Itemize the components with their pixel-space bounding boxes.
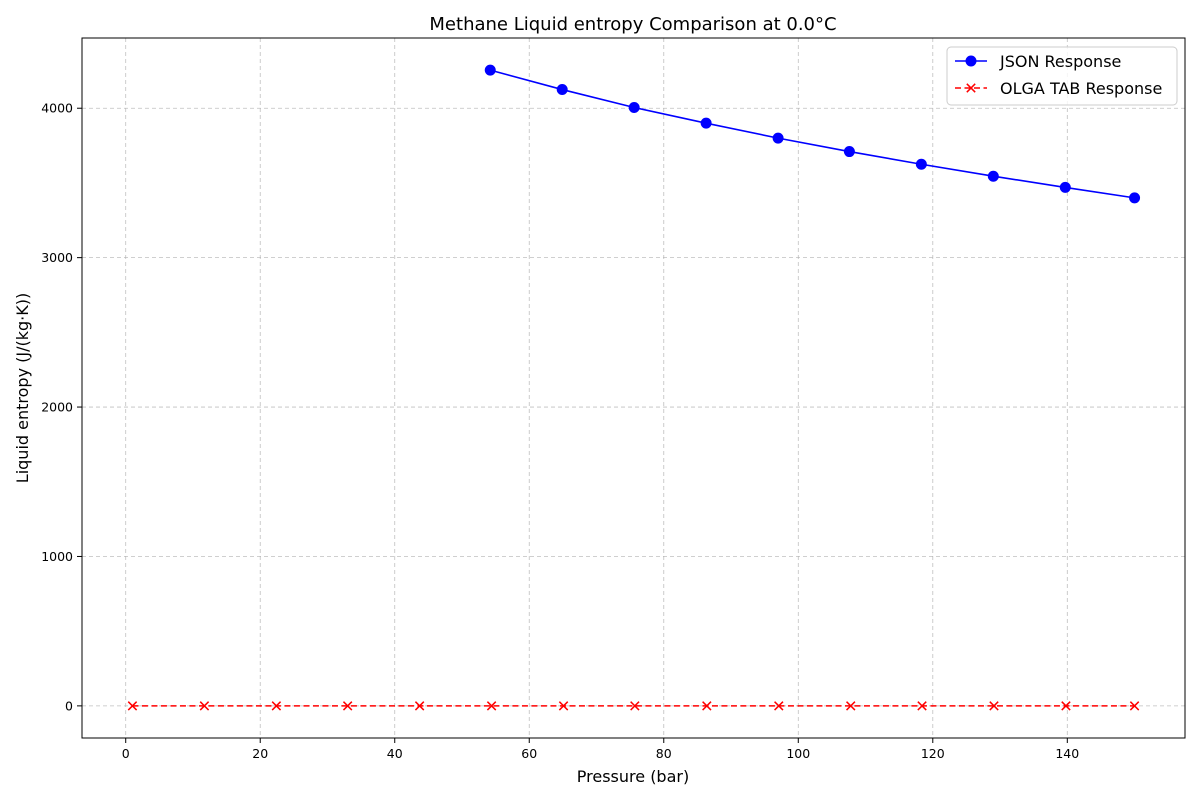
data-point [700,117,712,129]
data-point [342,701,353,711]
x-tick-label: 0 [122,746,130,761]
x-axis-label: Pressure (bar) [577,767,689,786]
x-marker-stroke [127,701,138,711]
data-point [484,64,496,76]
x-tick-label: 100 [786,746,810,761]
series-1 [127,701,1140,711]
series-0 [484,64,1141,204]
x-marker-stroke [1129,701,1140,711]
data-point [199,701,210,711]
series-layer [127,64,1141,711]
legend-label: JSON Response [999,52,1121,71]
series-line [490,69,1135,199]
y-tick-label: 4000 [41,101,73,116]
legend-marker [965,55,977,67]
data-point [1059,181,1071,193]
x-tick-label: 60 [521,746,537,761]
x-marker-stroke [199,701,210,711]
chart-title: Methane Liquid entropy Comparison at 0.0… [429,14,836,35]
data-point [558,701,569,711]
x-marker-stroke [558,701,569,711]
x-marker-stroke [271,701,282,711]
data-point [989,701,999,711]
x-marker-stroke [917,701,927,711]
data-point [987,170,999,182]
plot-frame [81,37,1186,739]
legend-marker [966,83,976,93]
data-point [1129,701,1140,711]
x-marker-stroke [966,83,976,93]
data-point [917,701,927,711]
y-axis-label: Liquid entropy (J/(kg·K)) [13,293,32,483]
data-point [1061,701,1071,711]
x-marker-stroke [989,701,999,711]
x-tick-label: 80 [656,746,672,761]
x-marker-stroke [630,701,640,711]
y-tick-label: 2000 [41,400,73,415]
data-point [486,701,497,711]
x-tick-label: 120 [921,746,945,761]
data-point [702,701,712,711]
x-marker-stroke [846,701,856,711]
x-marker-stroke [1061,701,1071,711]
data-point [628,101,640,113]
legend-entry: OLGA TAB Response [955,79,1162,98]
y-tick-label: 1000 [41,549,73,564]
legend-label: OLGA TAB Response [1000,79,1162,98]
x-tick-label: 40 [387,746,403,761]
legend-box [946,46,1178,106]
y-tick-label: 3000 [41,250,73,265]
x-marker-stroke [774,701,784,711]
data-point [556,84,568,96]
x-marker-stroke [342,701,353,711]
legend-entry: JSON Response [955,52,1121,71]
data-point [414,701,425,711]
x-marker-stroke [414,701,425,711]
data-point [1129,192,1141,204]
data-point [915,158,927,170]
x-marker-stroke [702,701,712,711]
y-tick-label: 0 [65,698,73,713]
data-point [630,701,640,711]
data-point [271,701,282,711]
x-tick-label: 20 [252,746,268,761]
data-point [127,701,138,711]
data-point [843,146,855,158]
axes: 0 20 40 60 80 100 120 140 0 1000 2000 3000 4000 [41,37,1186,761]
x-marker-stroke [486,701,497,711]
data-point [774,701,784,711]
data-point [772,132,784,144]
x-tick-label: 140 [1055,746,1079,761]
legend: JSON Response OLGA TAB Response [946,46,1178,106]
data-point [846,701,856,711]
